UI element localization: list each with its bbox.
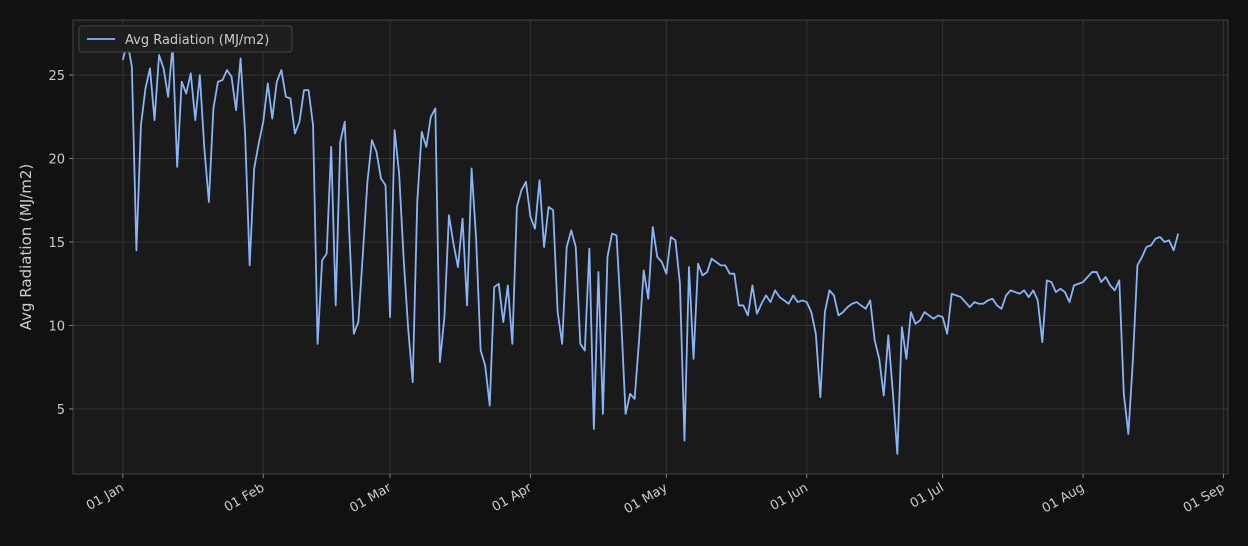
y-axis-label: Avg Radiation (MJ/m2) bbox=[17, 164, 35, 331]
y-tick-label: 10 bbox=[48, 319, 65, 334]
y-tick-label: 5 bbox=[57, 403, 65, 418]
y-tick-label: 20 bbox=[48, 153, 65, 168]
data-line bbox=[121, 40, 1180, 455]
legend-box bbox=[78, 25, 293, 53]
y-tick-label: 25 bbox=[48, 69, 65, 84]
y-tick-label: 15 bbox=[48, 236, 65, 251]
legend-label: Avg Radiation (MJ/m2) bbox=[125, 33, 269, 48]
legend: Avg Radiation (MJ/m2) bbox=[78, 25, 293, 53]
plot-area bbox=[72, 19, 1229, 475]
